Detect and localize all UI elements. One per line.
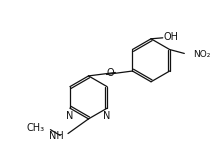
Text: O: O [107, 68, 114, 79]
Text: NO₂: NO₂ [193, 50, 210, 59]
Text: NH: NH [49, 131, 64, 141]
Text: CH₃: CH₃ [27, 123, 45, 133]
Text: N: N [66, 111, 74, 121]
Text: N: N [103, 111, 111, 121]
Text: OH: OH [164, 32, 179, 42]
